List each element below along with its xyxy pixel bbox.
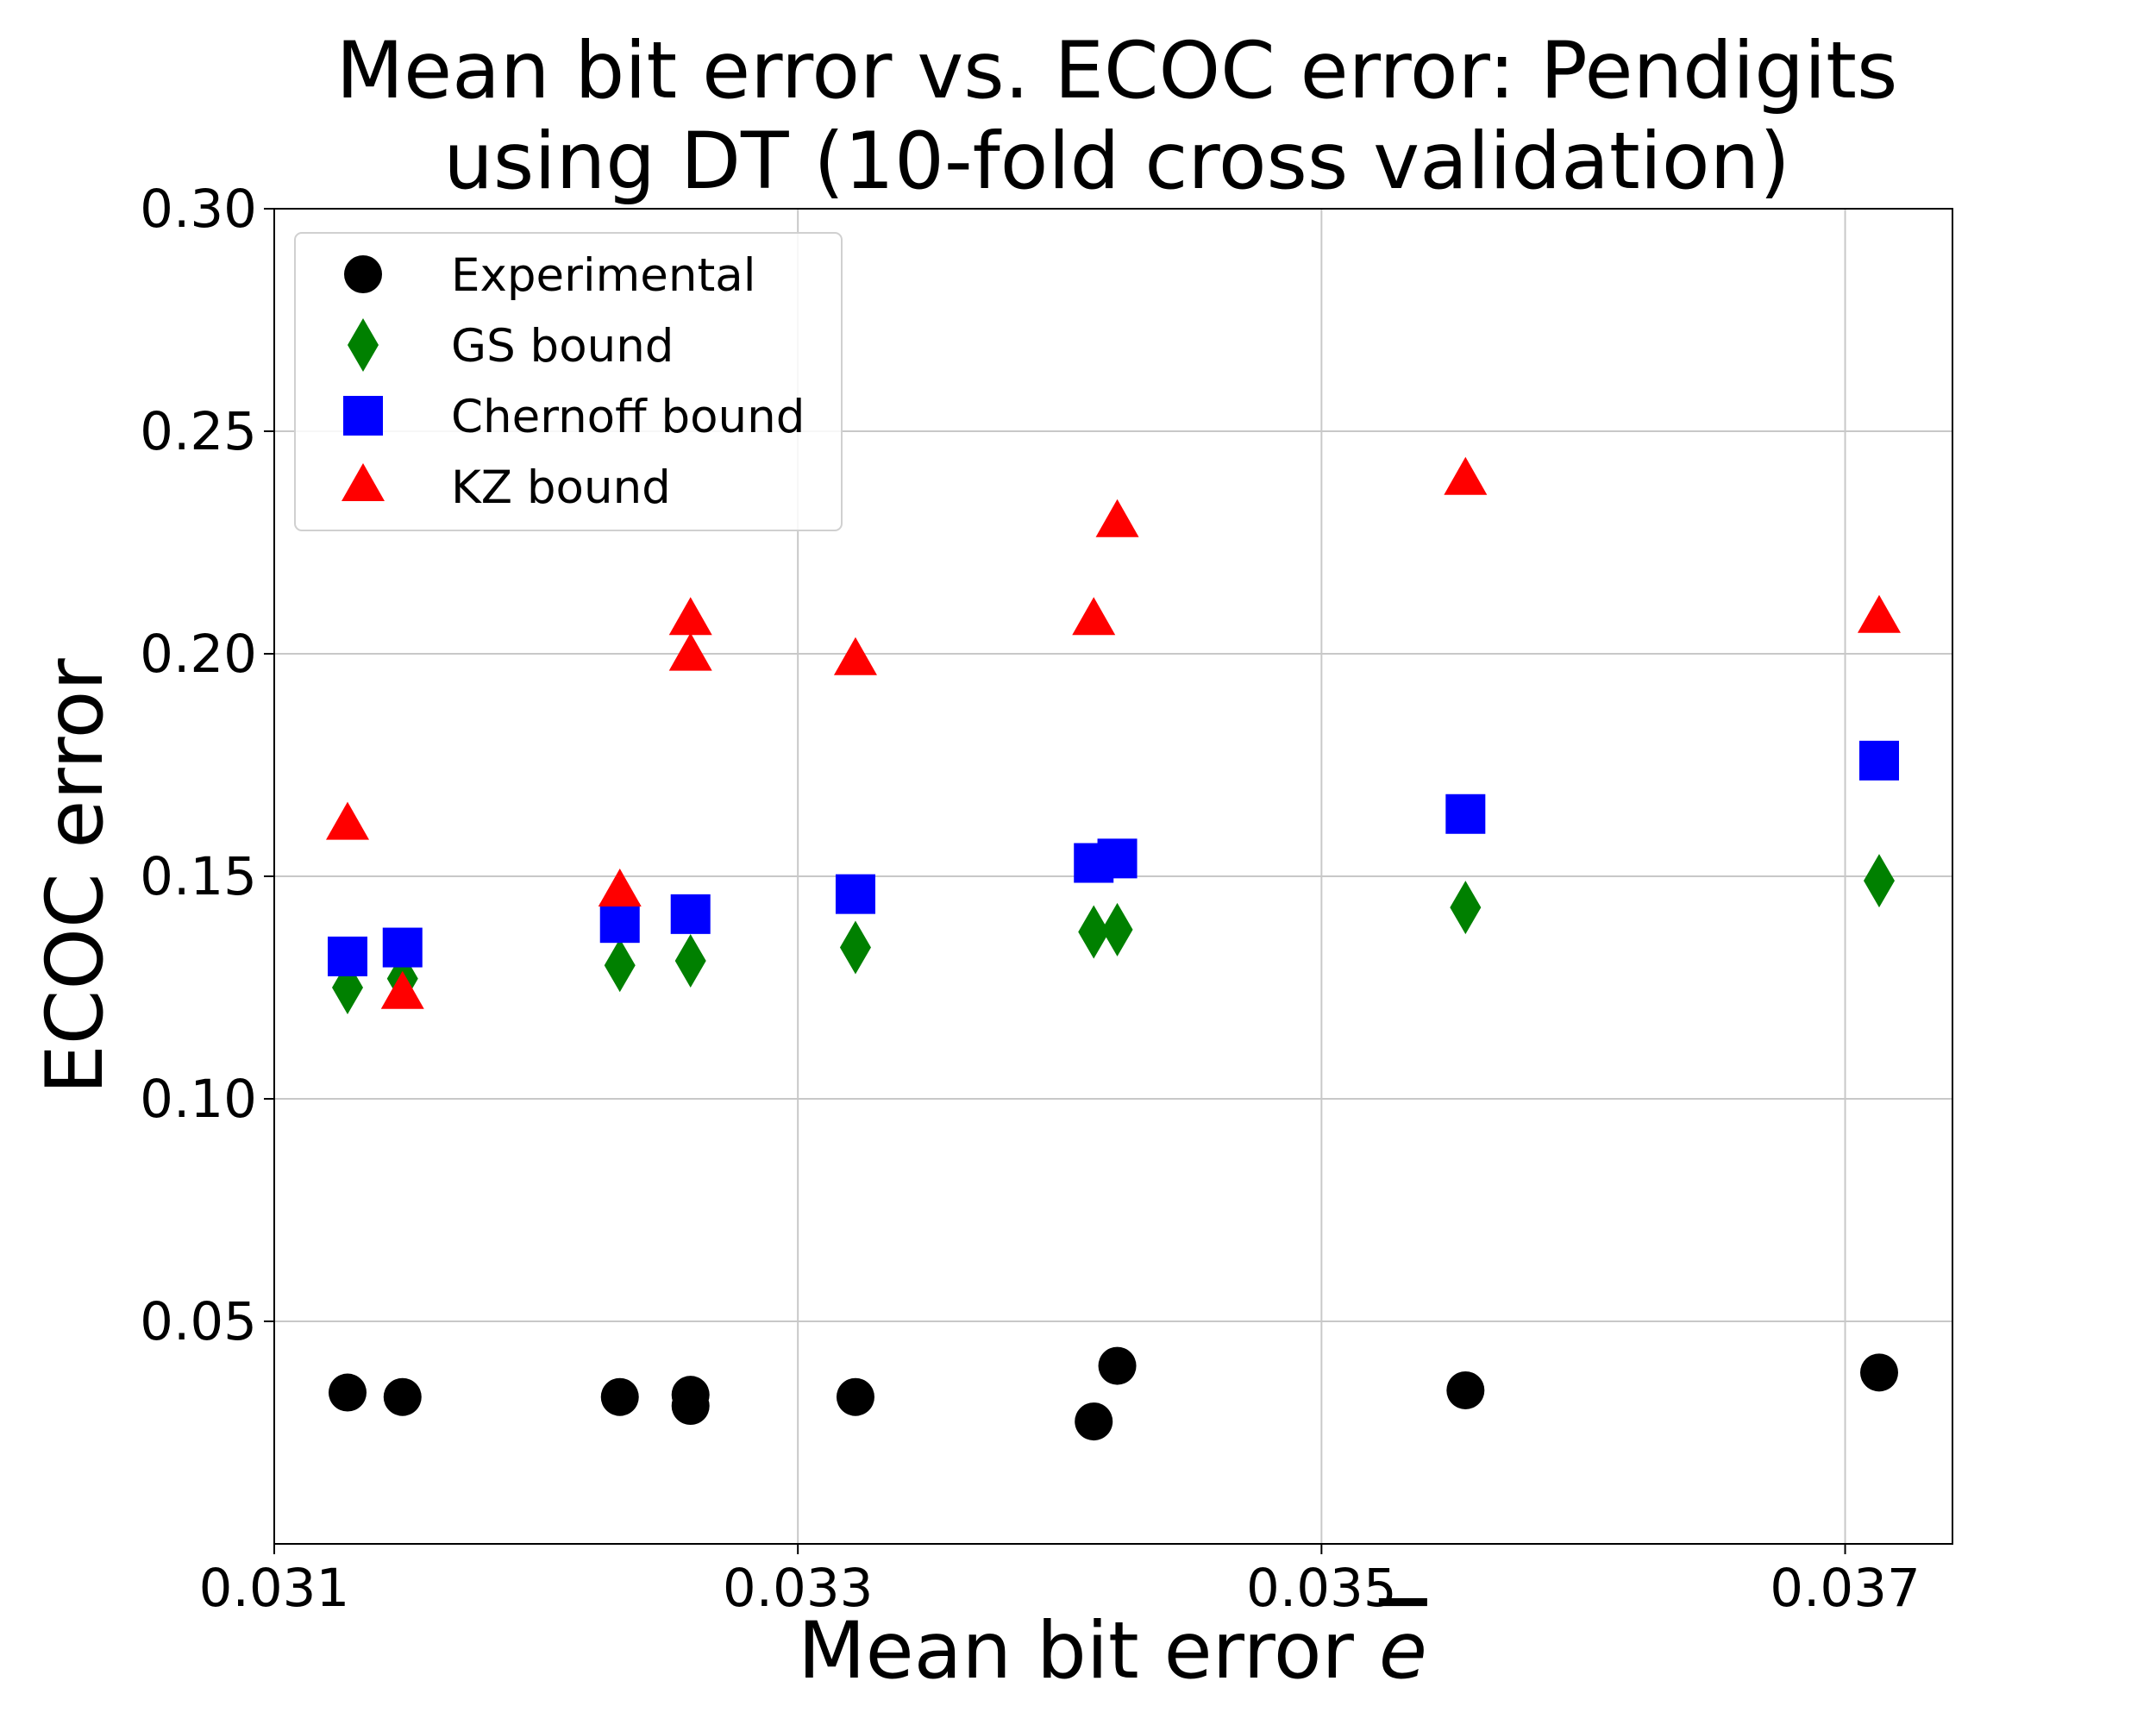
kz-bound-point [380,970,424,1009]
chart-title-line-1: Mean bit error vs. ECOC error: Pendigits [336,26,1898,116]
y-tick-label: 0.15 [140,846,257,907]
kz-bound-point [1072,597,1116,636]
legend-marker-chernoff-bound [343,396,383,436]
series-kz-bound [326,456,1901,1009]
legend-frame [294,232,843,531]
y-tick-label: 0.20 [140,624,257,685]
y-tick-label: 0.30 [140,179,257,240]
legend-marker-gs-bound [348,318,379,372]
axis-ticks: 0.031 0.033 0.035 0.037 0.05 0.10 0.15 0.20 0.25… [140,179,1921,1619]
experimental-point [383,1377,422,1416]
series-chernoff-bound [328,740,1899,976]
chernoff-bound-point [328,936,368,976]
x-tick-label: 0.033 [723,1558,874,1619]
y-tick-label: 0.05 [140,1291,257,1352]
gs-bound-point [1450,881,1482,935]
legend-marker-kz-bound [342,463,385,501]
data-points [326,456,1901,1441]
x-axis-label: Mean bit error e [798,1606,1427,1697]
gs-bound-point [1863,854,1895,908]
gs-bound-point [839,920,871,975]
chernoff-bound-point [382,927,423,968]
gs-bound-point [1078,905,1110,959]
y-tick-label: 0.10 [140,1069,257,1130]
legend-label-experimental: Experimental [451,249,755,302]
gs-bound-point [1101,902,1133,957]
experimental-point [1098,1346,1137,1385]
x-axis-label-symbol: e [1379,1606,1427,1697]
legend-label-kz-bound: KZ bound [451,461,671,514]
series-experimental [329,1346,1898,1441]
legend-marker-experimental [344,255,382,293]
experimental-point [836,1377,874,1416]
y-tick-label: 0.25 [140,401,257,462]
experimental-point [671,1387,710,1426]
kz-bound-point [1857,594,1901,633]
legend-label-chernoff-bound: Chernoff bound [451,391,805,443]
chernoff-bound-point [599,903,640,944]
gs-bound-point [604,938,636,993]
chernoff-bound-point [835,874,875,914]
kz-bound-point [1095,499,1139,537]
experimental-point [600,1377,639,1416]
x-tick-label: 0.037 [1770,1558,1921,1619]
chernoff-bound-point [1097,838,1138,879]
y-axis-label: ECOC error [30,658,121,1095]
x-axis-label-text: Mean bit error [798,1606,1379,1697]
chart-title: Mean bit error vs. ECOC error: Pendigits… [336,26,1898,207]
chart-title-line-2: using DT (10-fold cross validation) [443,116,1790,207]
x-tick-label: 0.035 [1246,1558,1397,1619]
legend: Experimental GS bound Chernoff bound KZ bou… [294,232,843,531]
kz-bound-point [1444,456,1488,495]
kz-bound-point [668,597,712,636]
chernoff-bound-point [670,894,711,934]
kz-bound-point [833,637,877,675]
chernoff-bound-point [1445,794,1486,834]
kz-bound-point [668,632,712,671]
experimental-point [329,1373,367,1412]
gs-bound-point [674,934,706,988]
experimental-point [1859,1353,1898,1392]
experimental-point [1446,1371,1485,1409]
kz-bound-point [598,869,642,907]
experimental-point [1075,1402,1113,1441]
chernoff-bound-point [1858,740,1899,781]
legend-label-gs-bound: GS bound [451,320,674,373]
kz-bound-point [326,801,370,840]
x-tick-label: 0.031 [199,1558,350,1619]
